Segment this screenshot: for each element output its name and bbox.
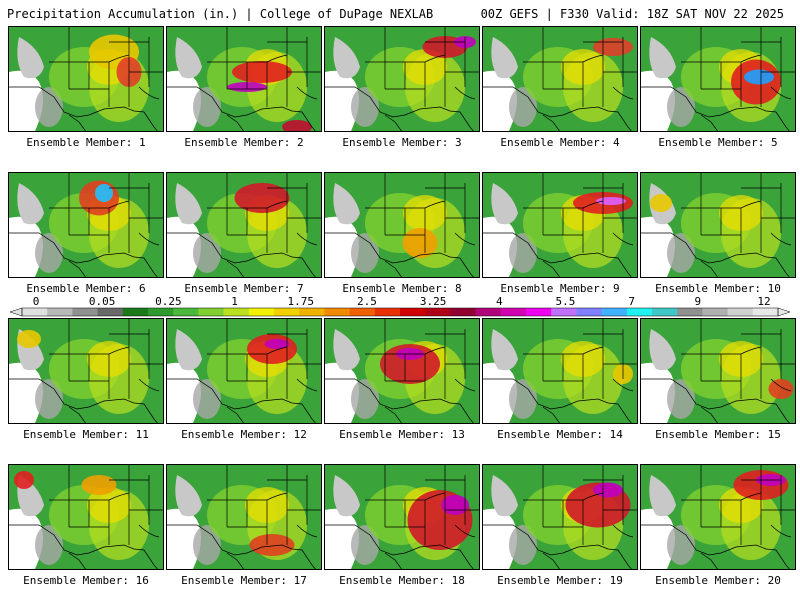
colorbar-tick-label: 5.5 [555,295,576,308]
member-map-9 [482,172,638,278]
member-caption: Ensemble Member: 3 [342,136,462,149]
member-map-13 [324,318,480,424]
colorbar-segment [72,308,99,316]
member-map-18 [324,464,480,570]
member-map-15 [640,318,796,424]
colorbar-segment [274,308,300,316]
member-caption: Ensemble Member: 11 [23,428,149,441]
member-caption: Ensemble Member: 14 [497,428,623,441]
colorbar-segment [22,308,48,316]
member-map-10 [640,172,796,278]
colorbar-segment [551,308,577,316]
colorbar-segment [500,308,527,316]
colorbar-tick-label: 1 [231,295,238,308]
colorbar-segment [122,308,149,316]
colorbar-segment [576,308,603,316]
colorbar-tick-label: 0.25 [155,295,182,308]
colorbar-tick-label: 3.25 [419,295,447,308]
member-caption: Ensemble Member: 4 [500,136,620,149]
member-map-14 [482,318,638,424]
colorbar-segment [450,308,477,316]
member-map-11 [8,318,164,424]
colorbar-segment [299,308,325,316]
colorbar-segment [425,308,451,316]
member-map-7 [166,172,322,278]
member-caption: Ensemble Member: 1 [26,136,146,149]
member-map-3 [324,26,480,132]
colorbar-segment [526,308,552,316]
member-map-12 [166,318,322,424]
colorbar-tick-label: 7 [628,295,635,308]
colorbar-segment [727,308,754,316]
colorbar-tick-label: 12 [757,295,771,308]
member-map-20 [640,464,796,570]
member-map-19 [482,464,638,570]
member-caption: Ensemble Member: 2 [184,136,304,149]
colorbar-segment [677,308,703,316]
member-map-6 [8,172,164,278]
header-title: Precipitation Accumulation (in.) | Colle… [7,7,434,21]
member-caption: Ensemble Member: 15 [655,428,781,441]
colorbar-segment [702,308,729,316]
colorbar-tick-label: 0 [32,295,40,308]
colorbar-segment [97,308,124,316]
colorbar-segment [652,308,678,316]
colorbar-tick-label: 1.75 [287,295,314,308]
member-map-16 [8,464,164,570]
colorbar-segment [374,308,401,316]
member-caption: Ensemble Member: 8 [342,282,462,295]
header-valid-time: 00Z GEFS | F330 Valid: 18Z SAT NOV 22 20… [480,7,784,21]
colorbar-tick-label: 0.05 [88,295,116,308]
member-caption: Ensemble Member: 12 [181,428,307,441]
colorbar-segment [626,308,653,316]
colorbar-tick-label: 9 [694,295,702,308]
colorbar-segment [324,308,351,316]
colorbar [9,307,791,317]
member-caption: Ensemble Member: 13 [339,428,465,441]
member-caption: Ensemble Member: 7 [184,282,304,295]
colorbar-segment [173,308,199,316]
member-caption: Ensemble Member: 9 [500,282,620,295]
member-caption: Ensemble Member: 17 [181,574,307,587]
member-map-5 [640,26,796,132]
member-map-1 [8,26,164,132]
member-caption: Ensemble Member: 18 [339,574,465,587]
member-caption: Ensemble Member: 6 [26,282,146,295]
colorbar-tick-label: 2.5 [356,295,377,308]
member-map-17 [166,464,322,570]
member-map-4 [482,26,638,132]
member-caption: Ensemble Member: 10 [655,282,781,295]
member-caption: Ensemble Member: 16 [23,574,149,587]
colorbar-segment [601,308,628,316]
member-caption: Ensemble Member: 20 [655,574,781,587]
colorbar-segment [47,308,73,316]
member-map-2 [166,26,322,132]
colorbar-segment [349,308,376,316]
colorbar-segment [248,308,275,316]
member-caption: Ensemble Member: 5 [658,136,778,149]
member-map-8 [324,172,480,278]
colorbar-segment [148,308,174,316]
colorbar-segment [198,308,225,316]
colorbar-tick-label: 4 [495,295,503,308]
colorbar-segment [752,308,779,316]
colorbar-segment [223,308,250,316]
member-caption: Ensemble Member: 19 [497,574,623,587]
colorbar-segment [400,308,426,316]
colorbar-segment [475,308,502,316]
